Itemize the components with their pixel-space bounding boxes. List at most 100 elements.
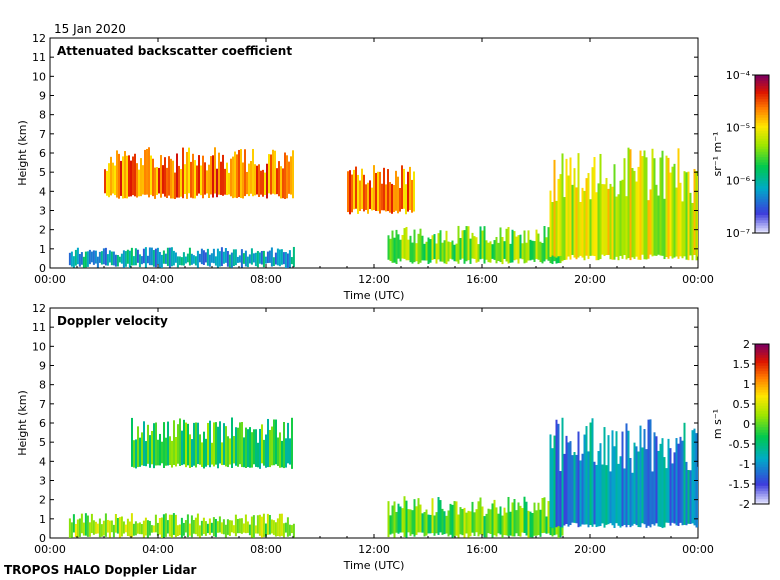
data-column [561, 153, 564, 260]
data-column [104, 513, 107, 537]
data-column [467, 510, 470, 538]
data-column [445, 515, 448, 534]
data-column [132, 256, 135, 266]
data-column [222, 154, 224, 196]
data-column [114, 254, 117, 267]
data-column [181, 430, 183, 466]
data-column [292, 150, 294, 199]
colorbar-tick-label: 2 [743, 338, 750, 351]
data-column [279, 432, 281, 468]
data-column [483, 516, 486, 538]
data-column [254, 252, 257, 267]
x-tick-label: 00:00 [682, 273, 714, 286]
data-column [569, 441, 572, 526]
data-column [102, 248, 105, 265]
data-column [70, 251, 73, 267]
data-column [423, 512, 426, 537]
data-column [563, 197, 566, 261]
colorbar-swatch [755, 408, 769, 412]
data-column [277, 437, 279, 466]
data-column [130, 513, 133, 538]
data-column [120, 160, 122, 196]
colorbar-swatch [755, 485, 769, 489]
data-column [389, 515, 392, 535]
data-column [405, 184, 407, 215]
data-column [204, 162, 206, 195]
data-column [132, 523, 135, 536]
data-column [106, 519, 109, 533]
data-column [395, 170, 397, 211]
data-column [138, 254, 141, 268]
data-column [669, 172, 672, 257]
data-column [290, 156, 292, 195]
data-column [114, 514, 117, 533]
colorbar-swatch [755, 498, 769, 502]
data-column [571, 184, 574, 255]
colorbar-swatch [755, 344, 769, 348]
data-column [491, 503, 494, 538]
data-column [689, 470, 692, 524]
data-column [575, 454, 578, 524]
colorbar-swatch [755, 151, 769, 155]
data-column [202, 155, 204, 199]
data-column [655, 436, 658, 524]
data-column [214, 147, 216, 194]
data-column [459, 238, 462, 260]
y-tick-label: 11 [32, 321, 46, 334]
data-column [258, 164, 260, 197]
data-column [387, 169, 389, 212]
data-column [645, 449, 648, 528]
data-column [537, 233, 540, 260]
data-column [479, 497, 482, 535]
x-tick-label: 20:00 [574, 273, 606, 286]
data-column [395, 511, 398, 533]
data-column [285, 438, 287, 468]
data-column [139, 437, 141, 467]
data-column [114, 165, 116, 196]
data-column [431, 498, 434, 534]
data-column [184, 520, 187, 533]
data-column [675, 187, 678, 257]
data-column [419, 504, 422, 533]
x-tick-label: 12:00 [358, 273, 390, 286]
data-column [477, 501, 480, 537]
data-column [86, 251, 89, 267]
data-column [144, 149, 146, 195]
data-column [483, 226, 486, 264]
data-column [130, 247, 133, 266]
data-column [166, 247, 169, 266]
colorbar-tick-label: 0.5 [733, 398, 751, 411]
data-column [130, 160, 132, 197]
colorbar-swatch [755, 501, 769, 505]
data-column [493, 240, 496, 260]
data-column [579, 460, 582, 527]
data-column [168, 247, 171, 268]
data-column [497, 242, 500, 262]
data-column [617, 463, 620, 526]
data-column [258, 514, 261, 536]
data-column [104, 247, 107, 266]
data-column [461, 508, 464, 536]
data-column [621, 431, 624, 527]
x-tick-label: 16:00 [466, 543, 498, 556]
data-column [232, 249, 235, 267]
colorbar-swatch [755, 429, 769, 433]
data-column [589, 199, 592, 256]
data-column [601, 464, 604, 524]
colorbar-swatch [755, 442, 769, 446]
colorbar-swatch [755, 448, 769, 452]
data-column [278, 513, 281, 537]
data-column [197, 422, 199, 465]
data-column [667, 157, 670, 259]
data-column [156, 167, 158, 195]
colorbar-swatch [755, 392, 769, 396]
data-column [367, 182, 369, 214]
data-column [671, 166, 674, 259]
y-tick-label: 6 [39, 147, 46, 160]
data-column [443, 511, 446, 535]
colorbar: 10⁻⁴ 10⁻⁵ 10⁻⁶ 10⁻⁷ sr⁻¹ m⁻¹ [711, 69, 770, 240]
data-column [425, 509, 428, 536]
data-column [349, 170, 351, 215]
data-column [94, 521, 97, 534]
data-column [697, 466, 698, 528]
